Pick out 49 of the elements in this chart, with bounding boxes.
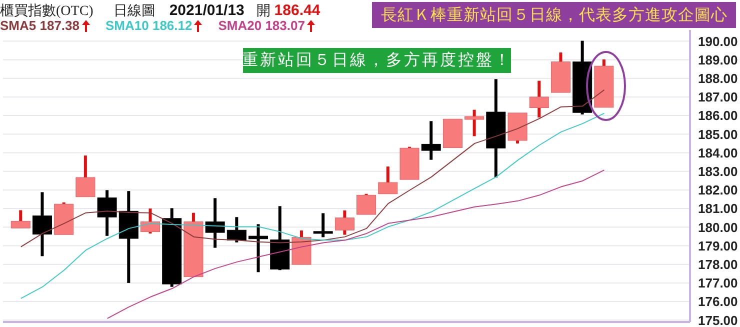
text: 2021/01/13 [169,2,244,19]
text: SMA5 187.38 [0,18,80,33]
y-tick-label: 182.00 [698,182,738,198]
text: SMA10 186.12 [106,18,194,33]
candlestick [118,191,138,283]
y-tick-label: 177.00 [698,276,738,291]
text: 開 186.44 [256,2,320,20]
y-tick-label: 190.00 [698,34,738,49]
y-tick-label: 189.00 [698,52,738,68]
y-tick-label: 179.00 [698,238,738,254]
y-tick-label: 175.00 [698,312,738,327]
y-tick-label: 188.00 [698,70,738,86]
candlestick [378,166,398,194]
candlestick [550,52,570,93]
candlestick [54,202,74,235]
y-tick-label: 178.00 [698,256,738,272]
candlestick [292,230,312,265]
chart-subtitle: 日線圖 [113,2,156,20]
candlestick [162,208,182,287]
candlestick [76,156,96,198]
candlestick [464,110,484,136]
candlestick [421,121,441,160]
line-series [20,89,605,248]
candlestick [248,224,268,272]
y-tick-label: 180.00 [698,220,738,235]
line-series [20,112,605,299]
y-tick-label: 183.00 [698,164,738,179]
text: SMA20 183.07 [218,18,306,33]
candlestick [529,80,549,118]
y-tick-label: 184.00 [698,145,738,160]
y-tick-label: 185.00 [698,126,738,142]
candlestick [10,210,30,228]
y-tick-label: 181.00 [698,201,738,216]
candlestick [184,212,204,278]
candlestick [594,59,614,108]
y-tick-label: 176.00 [698,294,738,310]
candlestick [486,79,506,178]
candlestick [97,190,117,236]
candlestick [32,192,52,256]
candlestick [205,198,225,248]
candlestick [140,208,160,234]
annotation: 重新站回５日線，多方再度控盤！ [242,48,512,73]
text: 長紅Ｋ棒重新站回５日線，代表多方進攻企圖心 [372,2,736,28]
candlestick [442,118,462,148]
chart-title: 櫃買指數(OTC) [0,2,94,20]
y-tick-label: 186.00 [698,108,738,124]
candlestick [334,210,354,235]
line-series [106,170,605,319]
y-tick-label: 187.00 [698,90,738,105]
